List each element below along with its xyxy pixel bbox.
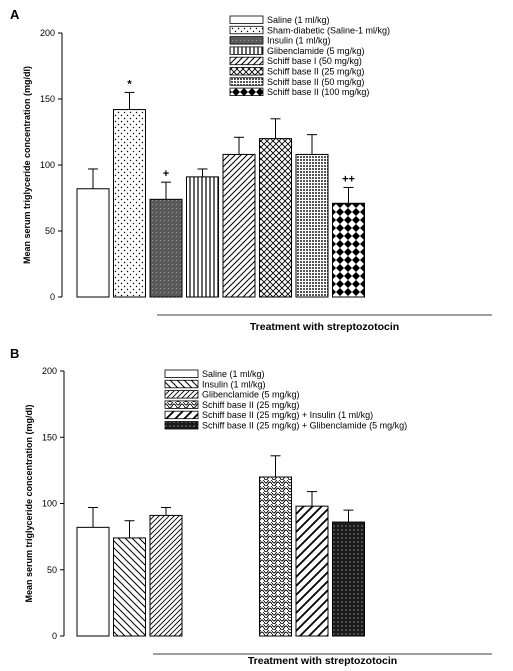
- y-tick-label: 0: [50, 292, 55, 302]
- significance-marker: ++: [342, 173, 355, 185]
- y-tick-label: 0: [52, 631, 57, 641]
- legend-swatch: [164, 379, 199, 389]
- legend-label: Schiff base II (25 mg/kg) + Glibenclamid…: [202, 421, 407, 431]
- bar: [295, 153, 329, 298]
- legend-swatch: [164, 390, 199, 399]
- legend-label: Schiff base II (100 mg/kg): [267, 87, 369, 97]
- y-tick-label: 150: [40, 94, 55, 104]
- y-tick-label: 200: [42, 366, 57, 376]
- bar: [76, 526, 110, 637]
- legend-label: Schiff base II (50 mg/kg): [267, 77, 364, 87]
- y-axis-label: Mean serum triglyceride concentration (m…: [22, 66, 32, 264]
- significance-marker: *: [127, 78, 132, 90]
- legend-swatch: [229, 25, 264, 35]
- bar: [332, 521, 365, 637]
- x-axis-label: Treatment with streptozotocin: [248, 655, 397, 667]
- legend-label: Insulin (1 ml/kg): [267, 36, 331, 46]
- significance-marker: +: [163, 168, 169, 180]
- legend-label: Schiff base II (25 mg/kg) + Insulin (1 m…: [202, 410, 373, 420]
- bar: [76, 188, 110, 298]
- bar: [149, 514, 183, 637]
- y-tick-label: 150: [42, 432, 57, 442]
- panel-letter: B: [10, 346, 19, 361]
- legend-label: Schiff base I (50 mg/kg): [267, 56, 362, 66]
- bar: [332, 202, 365, 298]
- legend-swatch: [229, 46, 264, 55]
- panel-b: B 0 50 100 150 200 Mean serum triglyceride con…: [10, 346, 492, 667]
- legend-label: Schiff base II (25 mg/kg): [267, 67, 364, 77]
- panel-a: A 0 50 100 150 200 Mean serum triglyceride con…: [10, 7, 492, 333]
- y-tick-label: 200: [40, 28, 55, 38]
- bar: [113, 109, 146, 298]
- x-axis-label: Treatment with streptozotocin: [250, 321, 399, 333]
- y-tick-label: 50: [47, 565, 57, 575]
- legend-swatch: [229, 67, 264, 76]
- legend-swatch: [164, 410, 199, 420]
- bar: [149, 198, 183, 298]
- legend-swatch: [164, 421, 199, 430]
- legend-label: Insulin (1 ml/kg): [202, 379, 266, 389]
- bar: [113, 537, 146, 637]
- legend-label: Sham-diabetic (Saline-1 ml/kg): [267, 25, 390, 35]
- bar: [259, 138, 292, 298]
- legend-label: Saline (1 ml/kg): [267, 15, 330, 25]
- legend-label: Glibenclamide (5 mg/kg): [202, 390, 300, 400]
- y-tick-label: 50: [45, 226, 55, 236]
- legend-swatch: [164, 400, 199, 409]
- legend-swatch: [164, 369, 199, 378]
- panel-letter: A: [10, 7, 20, 22]
- legend-swatch: [229, 77, 264, 86]
- legend-label: Glibenclamide (5 mg/kg): [267, 46, 365, 56]
- legend-swatch: [229, 56, 264, 66]
- bar: [295, 505, 329, 637]
- y-tick-label: 100: [40, 160, 55, 170]
- y-axis-label: Mean serum triglyceride concentration (m…: [24, 404, 34, 602]
- y-tick-label: 100: [42, 499, 57, 509]
- legend-swatch: [229, 15, 264, 24]
- bar: [222, 153, 256, 298]
- legend-swatch: [229, 36, 264, 45]
- bar: [259, 476, 292, 637]
- legend-swatch: [229, 87, 264, 96]
- legend-label: Schiff base II (25 mg/kg): [202, 400, 299, 410]
- bar: [186, 176, 219, 298]
- legend-label: Saline (1 ml/kg): [202, 369, 265, 379]
